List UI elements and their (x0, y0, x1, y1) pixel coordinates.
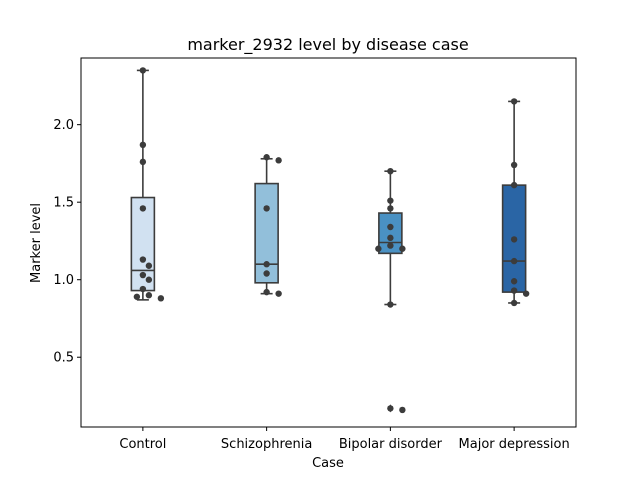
x-tick-label: Schizophrenia (221, 437, 312, 452)
data-point (399, 406, 406, 414)
chart-title: marker_2932 level by disease case (187, 35, 468, 55)
data-point (387, 197, 394, 204)
data-point (510, 236, 518, 243)
data-point (139, 205, 147, 212)
data-point (399, 245, 406, 252)
data-point (145, 292, 153, 299)
data-point (139, 256, 147, 263)
box-iqr (254, 182, 279, 284)
data-point (510, 257, 518, 265)
x-axis-label: Case (312, 456, 344, 471)
data-point (263, 270, 270, 277)
data-point (375, 245, 382, 252)
data-point (510, 278, 518, 285)
data-point (510, 299, 518, 307)
data-point (139, 67, 147, 74)
y-tick-label: 1.0 (53, 273, 74, 288)
data-point (387, 223, 394, 231)
axes-frame (80, 57, 577, 428)
y-axis-label: Marker level (29, 203, 44, 283)
y-tick-label: 2.0 (53, 118, 74, 133)
data-point (387, 405, 394, 412)
data-point (133, 293, 141, 300)
data-point (387, 242, 394, 249)
x-tick-label: Bipolar disorder (339, 437, 443, 452)
data-point (139, 271, 147, 279)
data-point (139, 158, 147, 166)
data-point (510, 98, 518, 105)
data-point (263, 288, 270, 296)
data-point (510, 287, 518, 294)
data-point (510, 161, 518, 169)
data-point (263, 154, 270, 161)
data-point (275, 157, 282, 164)
x-tick-label: Control (119, 437, 166, 452)
data-point (387, 301, 394, 308)
data-point (157, 295, 165, 302)
y-tick-label: 0.5 (53, 351, 74, 366)
data-point (387, 167, 394, 175)
data-point (522, 290, 530, 297)
data-point (139, 285, 147, 293)
data-point (139, 141, 147, 149)
data-point (263, 205, 270, 212)
data-point (263, 261, 270, 268)
data-point (145, 262, 153, 269)
x-tick-label: Major depression (459, 437, 570, 452)
data-point (510, 181, 518, 189)
data-point (145, 276, 153, 283)
data-point (387, 234, 394, 242)
y-tick-label: 1.5 (53, 196, 74, 211)
data-point (387, 205, 394, 212)
data-point (275, 290, 282, 297)
plot-area: 0.5 1.0 1.5 2.0 Control Schizophrenia Bipolar … (53, 67, 570, 452)
